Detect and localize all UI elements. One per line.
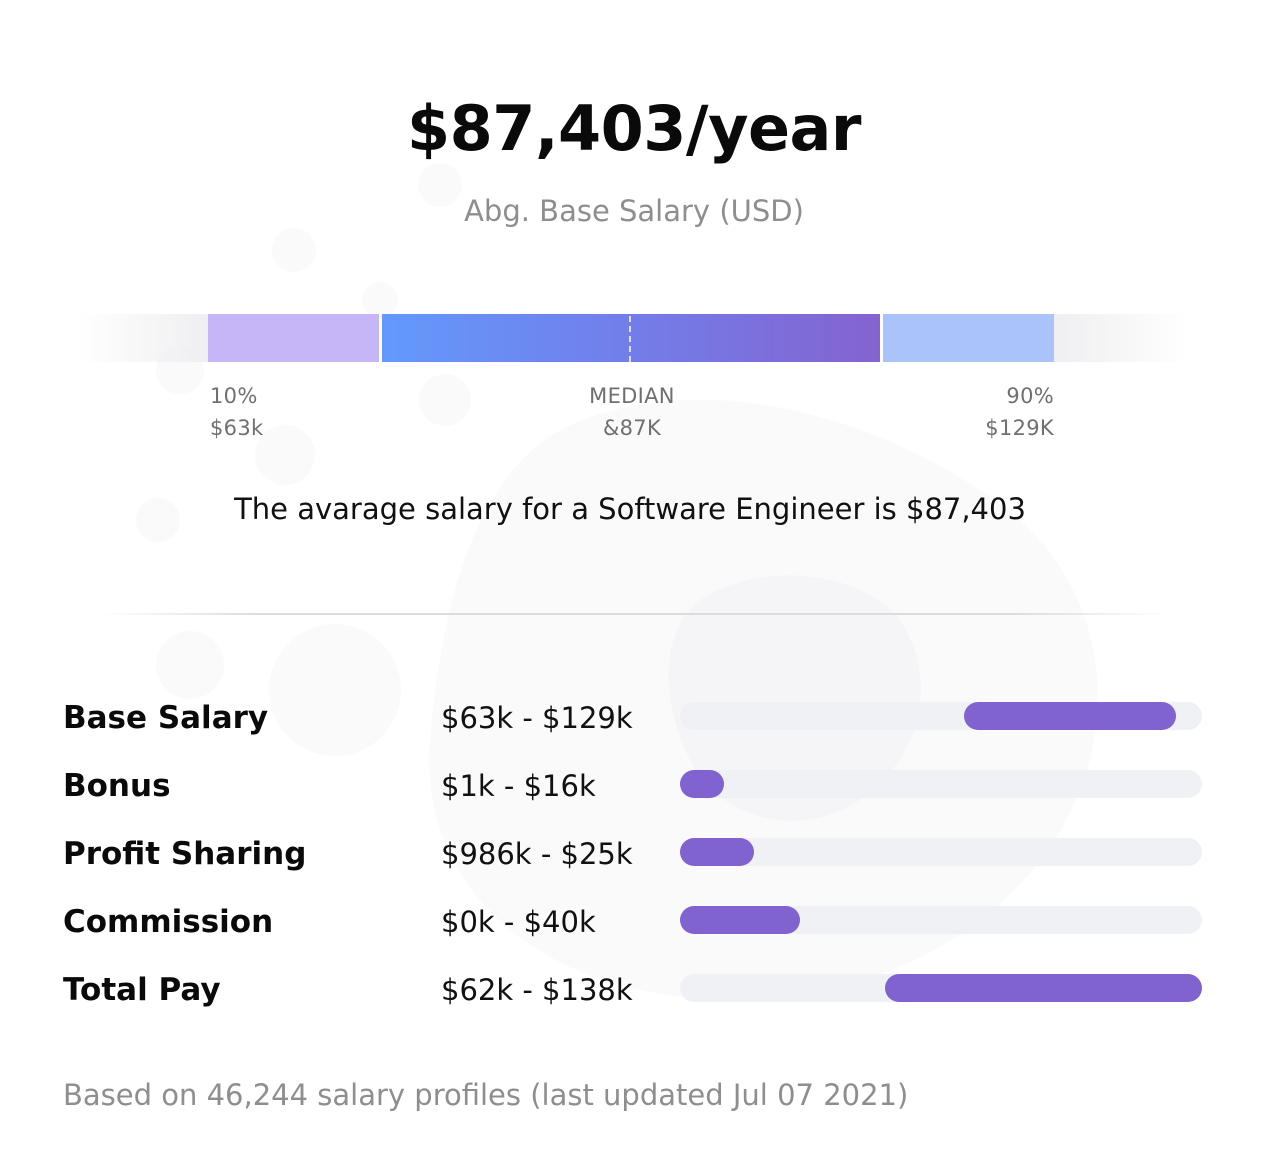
distribution-segment-low [208, 314, 379, 362]
distribution-segment-median [382, 314, 880, 362]
row-bar-commission [680, 906, 800, 934]
row-bar-total-pay [885, 974, 1202, 1002]
distribution-label-low: 10% $63k [210, 380, 263, 444]
median-marker-line [629, 316, 631, 362]
distribution-segment-high [883, 314, 1054, 362]
distribution-fade-right [1054, 314, 1190, 362]
row-range-total-pay: $62k - $138k [441, 973, 633, 1007]
row-track-profit-sharing [680, 838, 1202, 866]
row-label-base-salary: Base Salary [63, 700, 269, 736]
distribution-label-median: MEDIAN &87K [532, 380, 732, 444]
row-track-total-pay [680, 974, 1202, 1002]
row-track-commission [680, 906, 1202, 934]
row-track-bonus [680, 770, 1202, 798]
high-percentile-value: $129K [985, 416, 1054, 440]
row-label-bonus: Bonus [63, 768, 171, 804]
row-range-commission: $0k - $40k [441, 905, 596, 939]
row-bar-base-salary [964, 702, 1176, 730]
median-label: MEDIAN [589, 384, 675, 408]
salary-summary-text: The avarage salary for a Software Engine… [234, 492, 1026, 526]
low-percentile-value: $63k [210, 416, 264, 440]
row-bar-profit-sharing [680, 838, 754, 866]
row-track-base-salary [680, 702, 1202, 730]
row-range-base-salary: $63k - $129k [441, 701, 633, 735]
distribution-label-high: 90% $129K [904, 380, 1054, 444]
low-percentile-label: 10% [210, 384, 258, 408]
high-percentile-label: 90% [1006, 384, 1054, 408]
footer-note: Based on 46,244 salary profiles (last up… [63, 1078, 909, 1112]
row-range-profit-sharing: $986k - $25k [441, 837, 633, 871]
average-salary-amount: $87,403/year [407, 92, 861, 165]
row-label-total-pay: Total Pay [63, 972, 221, 1008]
row-bar-bonus [680, 770, 724, 798]
median-value: &87K [602, 416, 662, 440]
section-divider [100, 613, 1168, 615]
row-range-bonus: $1k - $16k [441, 769, 596, 803]
row-label-profit-sharing: Profit Sharing [63, 836, 307, 872]
row-label-commission: Commission [63, 904, 274, 940]
average-salary-caption: Abg. Base Salary (USD) [464, 194, 804, 228]
distribution-fade-left [78, 314, 208, 362]
